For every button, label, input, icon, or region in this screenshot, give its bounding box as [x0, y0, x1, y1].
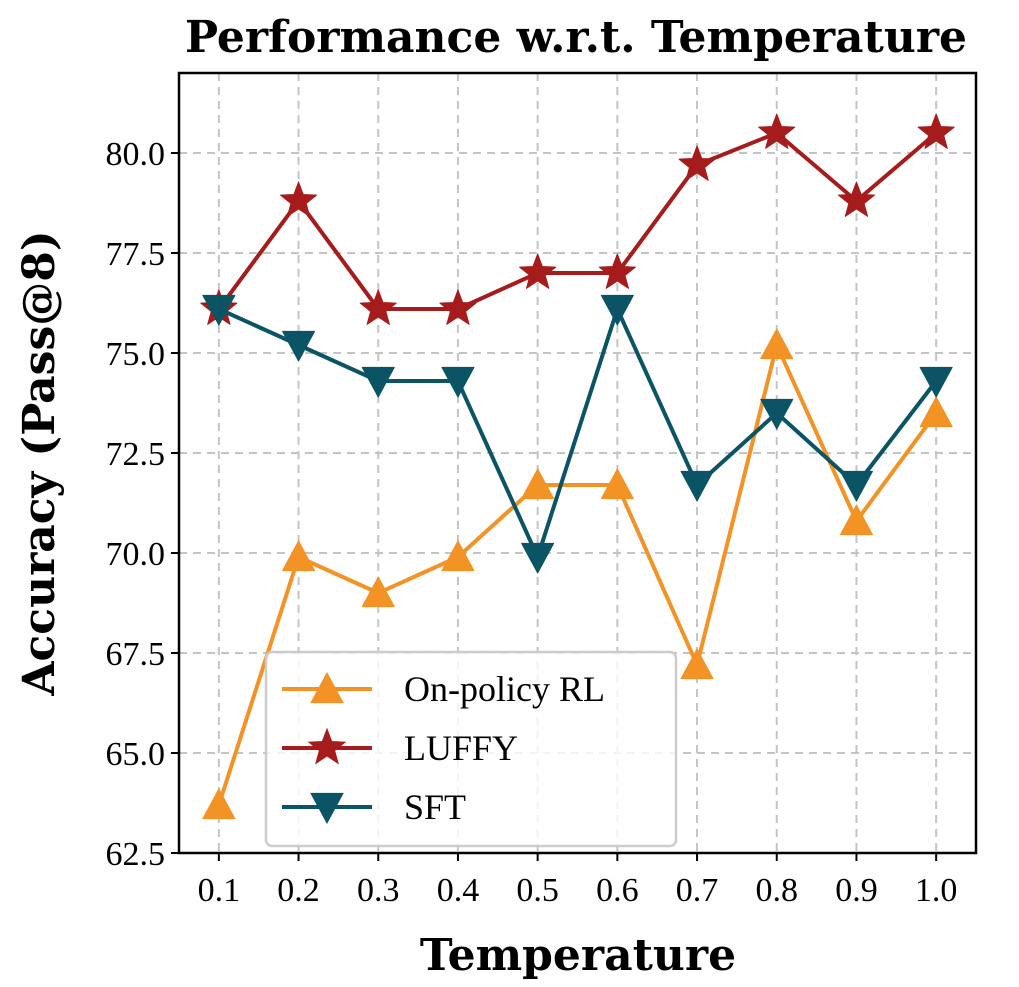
y-tick-label: 77.5 [106, 236, 166, 273]
data-point-on-policy-rl [361, 576, 395, 608]
data-point-luffy [279, 181, 318, 217]
x-tick-label: 0.4 [437, 872, 480, 909]
data-point-sft [282, 330, 316, 362]
data-point-luffy [917, 113, 955, 149]
series-line-sft [218, 307, 938, 559]
data-point-sft [600, 294, 634, 326]
legend-marker [310, 792, 344, 825]
data-point-on-policy-rl [680, 648, 714, 680]
data-point-luffy [598, 253, 636, 289]
data-point-on-policy-rl [760, 328, 794, 360]
data-point-on-policy-rl [441, 540, 475, 572]
legend-label: LUFFY [404, 728, 518, 768]
data-point-luffy [837, 181, 876, 217]
x-tick-label: 1.0 [915, 872, 958, 909]
series-luffy [200, 113, 955, 325]
data-point-on-policy-rl [839, 504, 873, 536]
y-tick-label: 72.5 [106, 436, 166, 473]
x-tick-label: 0.3 [357, 872, 400, 909]
data-point-on-policy-rl [919, 396, 953, 428]
series-on-policy-rl [202, 328, 953, 820]
y-tick-label: 65.0 [106, 736, 166, 773]
y-axis-label: Accuracy (Pass@8) [14, 230, 65, 696]
y-tick-label: 70.0 [106, 536, 166, 573]
data-point-on-policy-rl [282, 540, 316, 572]
x-tick-label: 0.7 [676, 872, 719, 909]
data-point-luffy [519, 253, 557, 289]
y-axis: 62.5 65.0 67.5 70.0 72.5 75.0 77.5 80.0 [106, 136, 179, 873]
legend-item-sft: SFT [282, 787, 466, 827]
data-point-sft [202, 294, 236, 326]
data-point-on-policy-rl [600, 468, 634, 500]
data-point-luffy [439, 289, 477, 325]
data-point-luffy [359, 289, 397, 325]
series-layer [200, 113, 955, 820]
data-point-sft [441, 366, 475, 398]
x-tick-label: 0.5 [516, 872, 559, 909]
x-tick-label: 0.2 [277, 872, 320, 909]
data-point-luffy [678, 145, 716, 181]
x-tick-label: 0.6 [596, 872, 639, 909]
x-tick-label: 0.8 [756, 872, 799, 909]
series-line-on-policy-rl [216, 343, 938, 806]
y-tick-label: 62.5 [106, 836, 166, 873]
x-axis-label: Temperature [420, 930, 736, 981]
y-tick-label: 80.0 [106, 136, 166, 173]
y-tick-label: 75.0 [106, 336, 166, 373]
legend-marker [310, 671, 344, 704]
data-point-on-policy-rl [202, 788, 236, 820]
data-point-on-policy-rl [521, 468, 555, 500]
data-point-sft [361, 366, 395, 398]
legend-item-luffy: LUFFY [282, 727, 518, 768]
x-tick-label: 0.9 [835, 872, 878, 909]
y-tick-label: 67.5 [106, 636, 166, 673]
legend-label: On-policy RL [404, 669, 605, 709]
chart-title: Performance w.r.t. Temperature [185, 12, 967, 63]
series-line-luffy [217, 131, 938, 311]
legend-item-on-policy-rl: On-policy RL [282, 669, 605, 709]
data-point-sft [680, 470, 714, 502]
legend-label: SFT [404, 787, 466, 827]
x-tick-label: 0.1 [198, 872, 241, 909]
data-point-luffy [758, 113, 796, 149]
data-point-sft [521, 542, 555, 574]
series-sft [202, 294, 953, 574]
legend-marker [307, 727, 347, 765]
x-axis: 0.1 0.2 0.3 0.4 0.5 0.6 0.7 0.8 0.9 1.0 [198, 853, 958, 909]
data-point-sft [839, 470, 873, 502]
data-point-sft [760, 398, 794, 430]
plot-frame [177, 71, 978, 855]
legend: On-policy RL LUFFY SFT [264, 650, 678, 848]
legend-box [264, 650, 678, 848]
data-point-sft [919, 366, 953, 398]
